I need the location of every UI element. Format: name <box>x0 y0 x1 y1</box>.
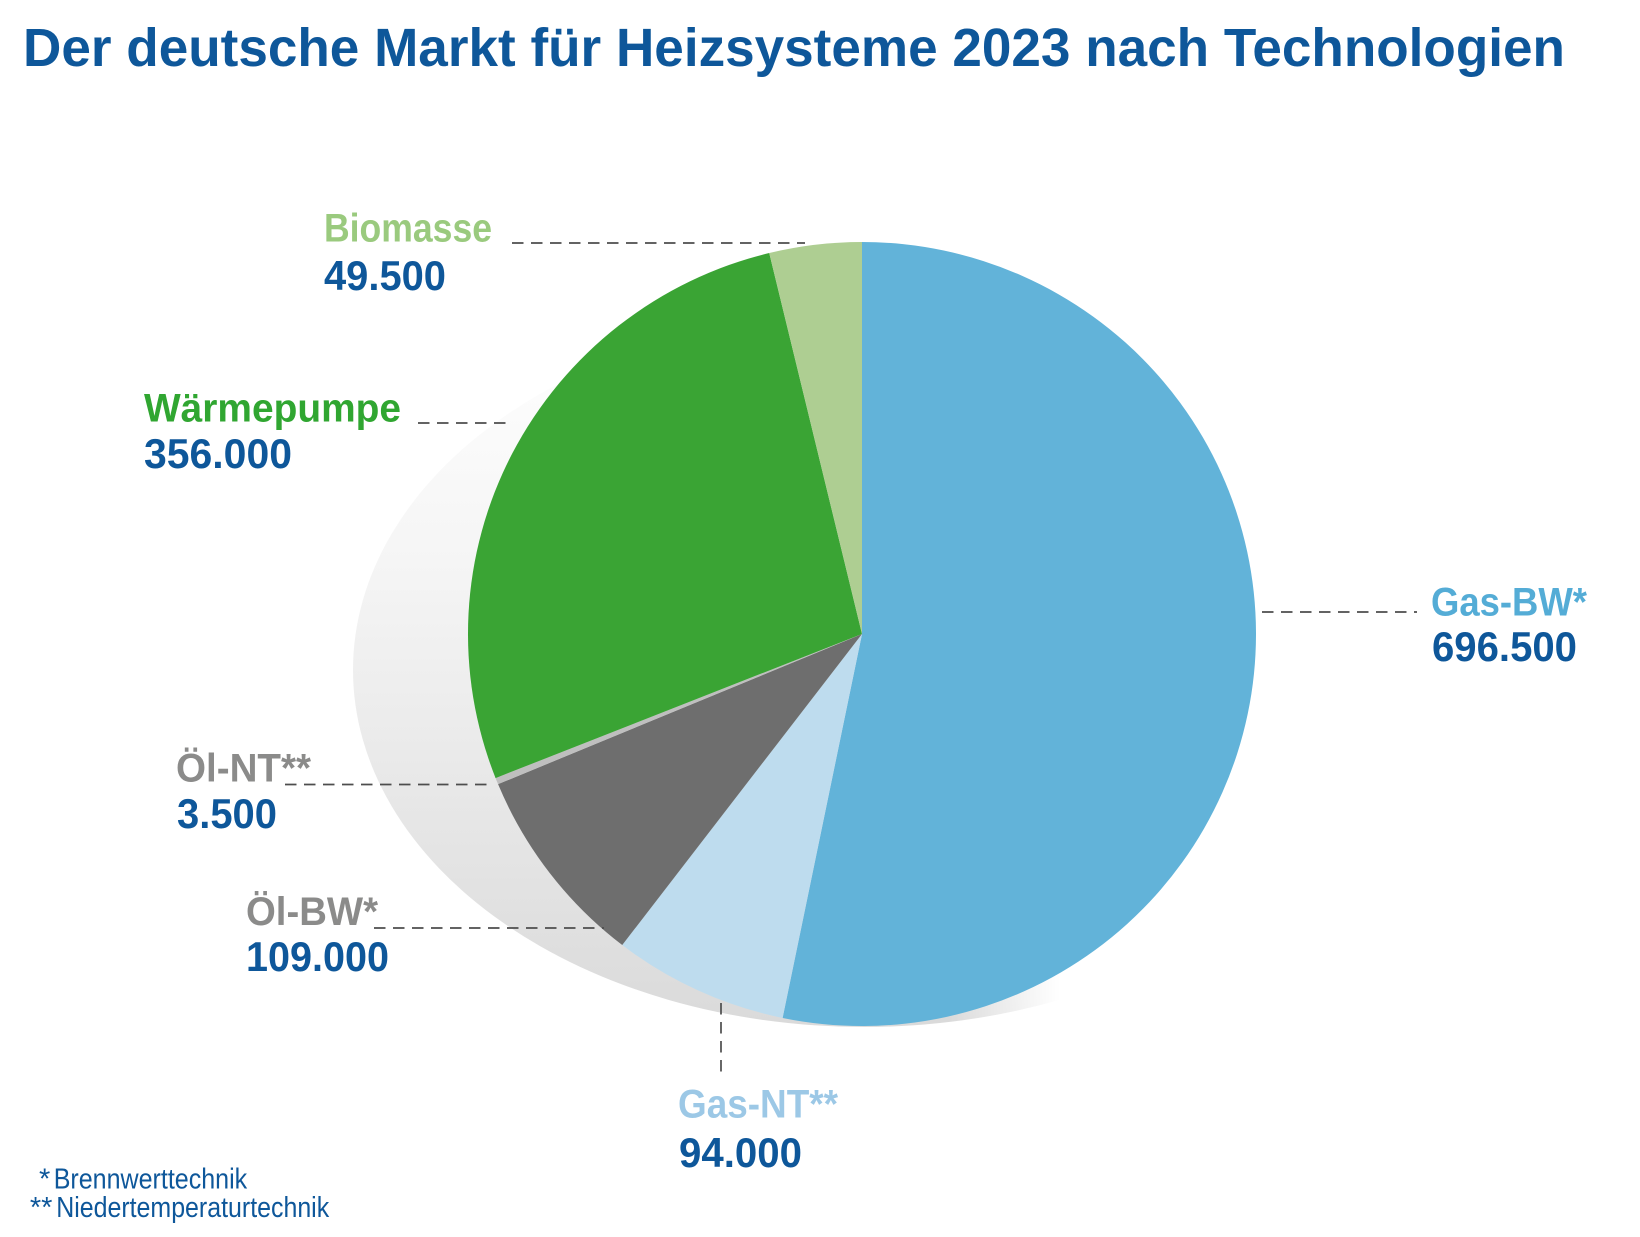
svg-text:Öl-BW*: Öl-BW* <box>246 889 378 934</box>
svg-text:Wärmepumpe: Wärmepumpe <box>144 387 401 431</box>
svg-text:Niedertemperaturtechnik: Niedertemperaturtechnik <box>56 1192 329 1224</box>
svg-text:109.000: 109.000 <box>246 933 389 980</box>
svg-text:Biomasse: Biomasse <box>324 207 492 251</box>
svg-text:Brennwerttechnik: Brennwerttechnik <box>54 1164 248 1196</box>
svg-text:94.000: 94.000 <box>679 1129 802 1176</box>
svg-text:**: ** <box>30 1192 53 1224</box>
svg-text:696.500: 696.500 <box>1432 623 1577 670</box>
svg-text:49.500: 49.500 <box>324 252 446 299</box>
svg-text:356.000: 356.000 <box>144 430 292 477</box>
svg-text:3.500: 3.500 <box>177 790 277 837</box>
svg-text:Öl-NT**: Öl-NT** <box>176 746 311 791</box>
svg-text:Gas-NT**: Gas-NT** <box>678 1083 838 1127</box>
svg-text:Der deutsche Markt für Heizsys: Der deutsche Markt für Heizsysteme 2023 … <box>23 18 1565 78</box>
svg-text:*: * <box>39 1164 50 1196</box>
svg-text:Gas-BW*: Gas-BW* <box>1431 581 1587 625</box>
